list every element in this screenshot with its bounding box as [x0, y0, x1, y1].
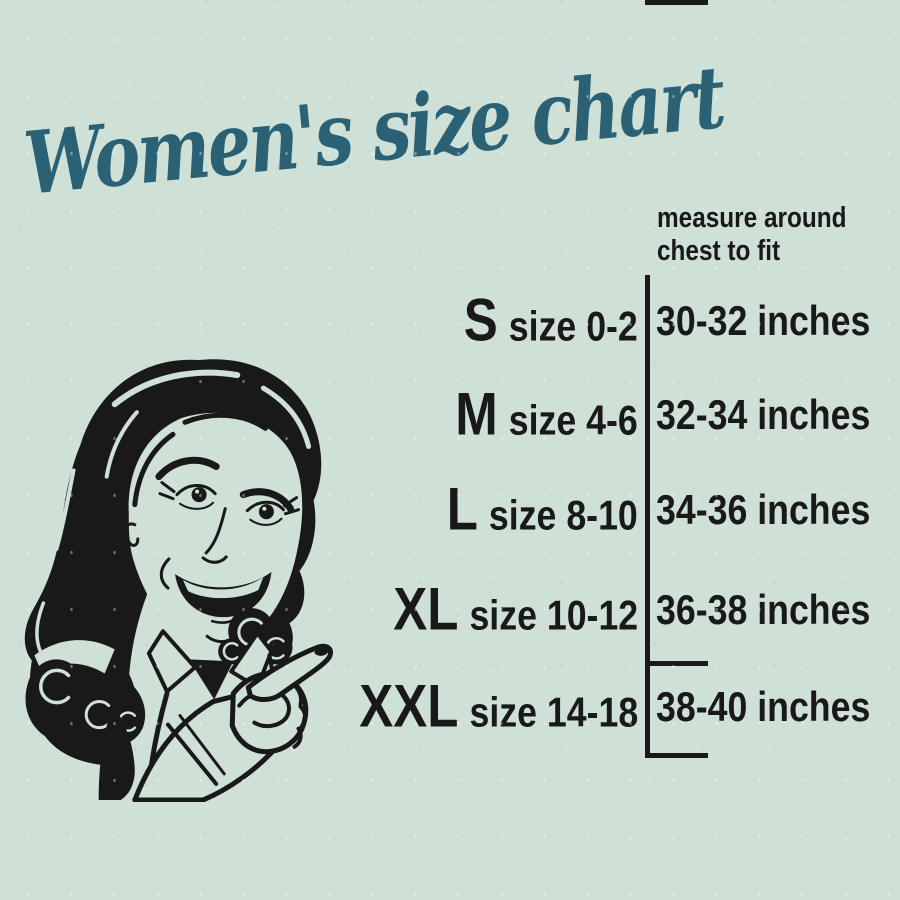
chest-measurement: 32-34 inches — [656, 391, 871, 439]
size-label: S — [463, 286, 498, 354]
dress-size-label: size 4-6 — [508, 396, 638, 444]
axis-tick — [645, 661, 708, 666]
retro-woman-pointing-icon — [16, 352, 340, 802]
measure-note-line2: chest to fit — [657, 235, 781, 267]
measure-note: measure around chest to fit — [657, 202, 847, 268]
size-label: XL — [393, 575, 459, 643]
size-label: XXL — [359, 672, 459, 740]
size-label: M — [455, 380, 498, 448]
chest-measurement: 30-32 inches — [656, 297, 871, 345]
dress-size-label: size 8-10 — [489, 491, 638, 539]
chest-measurement: 36-38 inches — [656, 586, 871, 634]
measure-note-line1: measure around — [657, 202, 847, 234]
dress-size-label: size 0-2 — [508, 302, 638, 350]
table-row: XXL size 14-18 38-40 inches — [0, 661, 900, 757]
dress-size-label: size 14-18 — [469, 688, 638, 736]
chest-measurement: 38-40 inches — [656, 683, 871, 731]
table-row: XL size 10-12 36-38 inches — [0, 564, 900, 660]
chest-measurement: 34-36 inches — [656, 486, 871, 534]
axis-tick — [645, 753, 708, 758]
chest-axis-line — [645, 275, 650, 758]
page-title: Women's size chart — [20, 47, 728, 215]
axis-tick — [645, 0, 708, 5]
dress-size-label: size 10-12 — [469, 591, 638, 639]
size-cell: XL size 10-12 — [393, 575, 638, 644]
size-cell: XXL size 14-18 — [359, 672, 638, 741]
size-label: L — [446, 475, 479, 543]
